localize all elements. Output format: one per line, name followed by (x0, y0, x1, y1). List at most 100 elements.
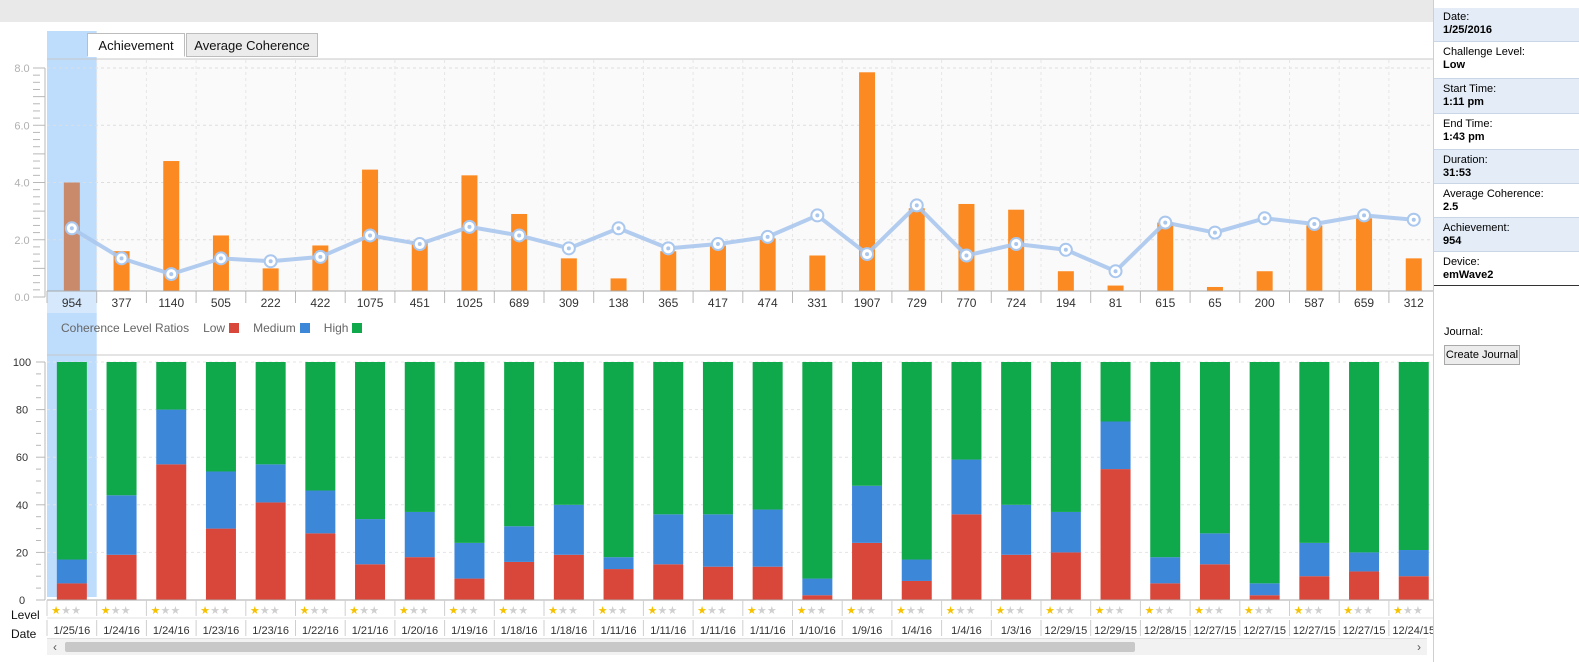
achievement-bar (411, 241, 428, 291)
ratio-bar-low (305, 533, 336, 600)
ratio-bar-low (355, 564, 386, 600)
star-filled-icon: ★ (697, 604, 707, 617)
device-value: emWave2 (1443, 269, 1494, 281)
star-empty-icon: ★ (1115, 604, 1125, 617)
ratio-bar-high (305, 362, 336, 491)
star-filled-icon: ★ (1095, 604, 1105, 617)
average-coherence-point-dot (467, 224, 472, 229)
star-empty-icon: ★ (916, 604, 926, 617)
ratio-bar-high (1001, 362, 1032, 505)
ratio-bar-high (1199, 362, 1230, 534)
average-coherence-point-dot (865, 252, 870, 257)
star-empty-icon: ★ (160, 604, 170, 617)
achievement-bar (262, 268, 279, 291)
date-value: 1/25/2016 (1443, 24, 1492, 36)
session-date-label: 1/11/16 (700, 625, 736, 637)
average-coherence-point-dot (815, 213, 820, 218)
average-coherence-point-dot (1113, 269, 1118, 274)
star-filled-icon: ★ (300, 604, 310, 617)
star-empty-icon: ★ (906, 604, 916, 617)
create-journal-button[interactable]: Create Journal (1444, 345, 1520, 365)
session-date-label: 1/24/16 (153, 625, 190, 637)
ratio-bar-low (1050, 552, 1081, 600)
session-date-label: 1/22/16 (302, 625, 339, 637)
star-empty-icon: ★ (1214, 604, 1224, 617)
session-date-label: 1/10/16 (799, 625, 836, 637)
ratio-bar-medium (1349, 552, 1380, 572)
scroll-left-button[interactable]: ‹ (53, 640, 57, 654)
scroll-right-button[interactable]: › (1417, 640, 1421, 654)
tab-average-coherence[interactable]: Average Coherence (186, 33, 318, 57)
start-time-label: Start Time: (1443, 83, 1497, 95)
ratio-bar-high (553, 362, 584, 505)
star-filled-icon: ★ (1244, 604, 1254, 617)
ratio-bar-medium (1398, 550, 1429, 577)
session-date-label: 1/23/16 (252, 625, 289, 637)
star-empty-icon: ★ (1055, 604, 1065, 617)
ratio-bar-low (156, 464, 187, 600)
ratio-bar-low (653, 564, 684, 600)
session-date-label: 1/11/16 (750, 625, 786, 637)
ratio-bar-medium (1001, 504, 1032, 555)
achievement-bar (908, 208, 925, 291)
ratio-bar-high (504, 362, 535, 527)
average-coherence-point-dot (1312, 222, 1317, 227)
session-date-label: 1/18/16 (550, 625, 587, 637)
session-date-label: 12/27/15 (1194, 625, 1237, 637)
tab-achievement[interactable]: Achievement (87, 33, 185, 57)
star-empty-icon: ★ (1204, 604, 1214, 617)
achievement-category-label: 451 (410, 296, 430, 310)
star-empty-icon: ★ (767, 604, 777, 617)
star-empty-icon: ★ (1363, 604, 1373, 617)
star-empty-icon: ★ (856, 604, 866, 617)
date-field: Date: 1/25/2016 (1434, 8, 1579, 42)
ratio-bar-low (106, 554, 137, 600)
achievement-ytick-label: 4.0 (14, 178, 29, 190)
session-details-panel: Date: 1/25/2016 Challenge Level: Low Sta… (1433, 0, 1579, 662)
ratio-bar-medium (1249, 583, 1280, 596)
ratio-bar-medium (852, 485, 883, 543)
achievement-field: Achievement: 954 (1434, 218, 1579, 252)
star-filled-icon: ★ (200, 604, 210, 617)
star-filled-icon: ★ (1393, 604, 1403, 617)
achievement-bar (1356, 218, 1373, 291)
star-empty-icon: ★ (608, 604, 618, 617)
session-date-label: 1/25/16 (53, 625, 90, 637)
ratio-bar-high (1050, 362, 1081, 512)
ratio-bar-medium (802, 578, 833, 596)
horizontal-scrollbar[interactable]: ‹ › (47, 638, 1427, 655)
star-filled-icon: ★ (1045, 604, 1055, 617)
star-empty-icon: ★ (310, 604, 320, 617)
ratio-bar-high (852, 362, 883, 486)
session-date-label: 12/29/15 (1094, 625, 1137, 637)
session-date-label: 1/11/16 (601, 625, 637, 637)
ratio-bar-medium (404, 511, 435, 558)
ratio-bar-high (56, 362, 87, 560)
legend-title: Coherence Level Ratios (61, 321, 190, 335)
end-time-field: End Time: 1:43 pm (1434, 114, 1579, 150)
star-filled-icon: ★ (150, 604, 160, 617)
star-empty-icon: ★ (1015, 604, 1025, 617)
ratio-bar-low (504, 561, 535, 600)
star-filled-icon: ★ (498, 604, 508, 617)
star-filled-icon: ★ (598, 604, 608, 617)
star-filled-icon: ★ (995, 604, 1005, 617)
date-row-label: Date (11, 627, 37, 641)
coherence-legend: Coherence Level Ratios Low Medium High (61, 321, 372, 335)
average-coherence-point-dot (964, 253, 969, 258)
achievement-category-label: 422 (310, 296, 330, 310)
ratio-ytick-label: 0 (19, 595, 25, 607)
ratio-bar-medium (205, 471, 236, 529)
achievement-category-label: 365 (658, 296, 678, 310)
ratio-bar-medium (255, 464, 286, 503)
achievement-category-label: 724 (1006, 296, 1026, 310)
achievement-bar (560, 258, 577, 291)
legend-high-swatch (352, 323, 363, 333)
achievement-category-label: 331 (807, 296, 827, 310)
ratio-bar-low (1150, 583, 1181, 600)
scroll-thumb[interactable] (65, 642, 1135, 652)
average-coherence-point-dot (119, 256, 124, 261)
average-coherence-point-dot (1262, 216, 1267, 221)
start-time-value: 1:11 pm (1443, 96, 1484, 108)
achievement-bar (1157, 222, 1174, 291)
